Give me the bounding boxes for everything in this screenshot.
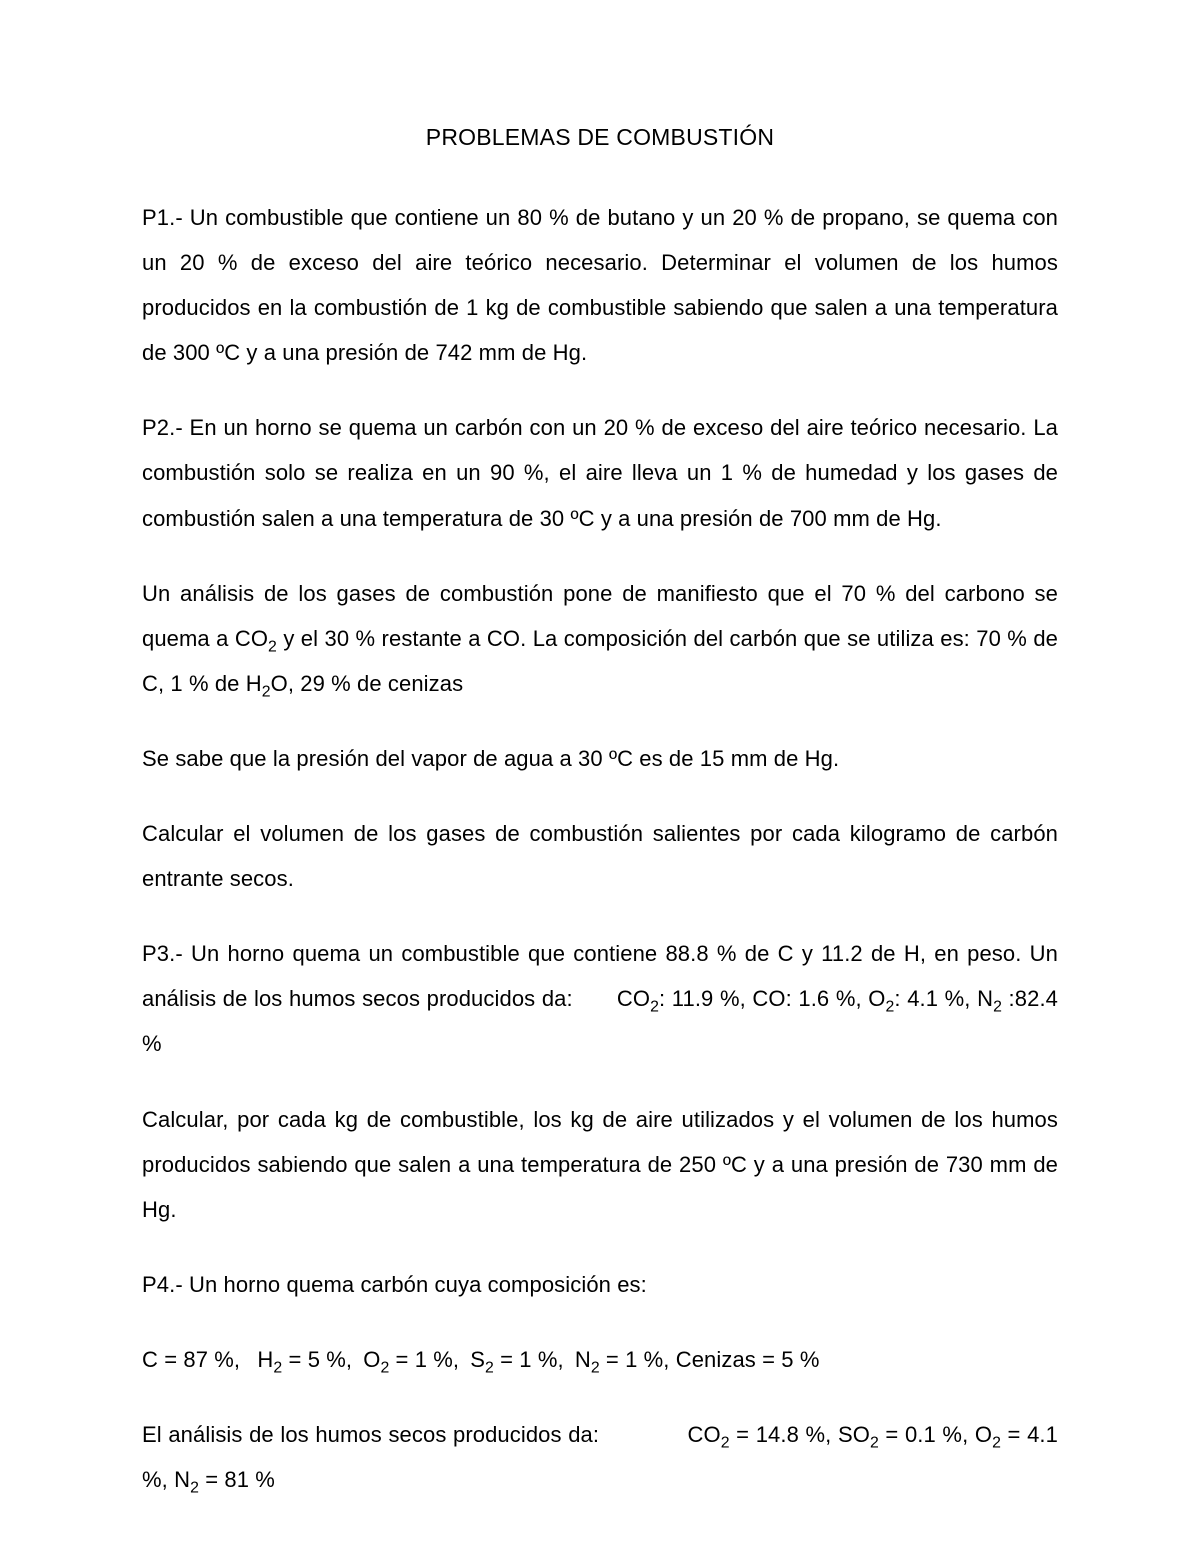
text-run: = 81 % — [199, 1467, 275, 1492]
problem-4-part-b: C = 87 %, H2 = 5 %, O2 = 1 %, S2 = 1 %, … — [142, 1337, 1058, 1382]
problem-2-part-b: Un análisis de los gases de combustión p… — [142, 571, 1058, 706]
problem-3-part-b: Calcular, por cada kg de combustible, lo… — [142, 1097, 1058, 1232]
text-run: = 0.1 %, O — [879, 1422, 992, 1447]
problem-1: P1.- Un combustible que contiene un 80 %… — [142, 195, 1058, 375]
subscript: 2 — [721, 1434, 730, 1451]
subscript: 2 — [485, 1359, 494, 1376]
subscript: 2 — [273, 1359, 282, 1376]
subscript: 2 — [380, 1359, 389, 1376]
text-run: = 1 %, Cenizas = 5 % — [600, 1347, 820, 1372]
subscript: 2 — [268, 638, 277, 655]
text-run: = 5 %, O — [282, 1347, 380, 1372]
text-run: = 1 %, S — [389, 1347, 485, 1372]
problem-4-part-c: El análisis de los humos secos producido… — [142, 1412, 1058, 1502]
subscript: 2 — [992, 1434, 1001, 1451]
document-page: PROBLEMAS DE COMBUSTIÓN P1.- Un combusti… — [0, 0, 1200, 1553]
problem-2-part-d: Calcular el volumen de los gases de comb… — [142, 811, 1058, 901]
text-run: C = 87 %, H — [142, 1347, 273, 1372]
text-run: : 4.1 %, N — [894, 986, 993, 1011]
subscript: 2 — [870, 1434, 879, 1451]
problem-4-part-a: P4.- Un horno quema carbón cuya composic… — [142, 1262, 1058, 1307]
problem-2-part-a: P2.- En un horno se quema un carbón con … — [142, 405, 1058, 540]
text-run: : 11.9 %, CO: 1.6 %, O — [659, 986, 885, 1011]
problem-2-part-c: Se sabe que la presión del vapor de agua… — [142, 736, 1058, 781]
text-run: = 14.8 %, SO — [730, 1422, 870, 1447]
subscript: 2 — [993, 999, 1002, 1016]
page-title: PROBLEMAS DE COMBUSTIÓN — [142, 124, 1058, 151]
subscript: 2 — [190, 1479, 199, 1496]
subscript: 2 — [591, 1359, 600, 1376]
text-run: O, 29 % de cenizas — [271, 671, 464, 696]
text-run: El análisis de los humos secos producido… — [142, 1422, 721, 1447]
subscript: 2 — [262, 683, 271, 700]
subscript: 2 — [650, 999, 659, 1016]
text-run: = 1 %, N — [494, 1347, 591, 1372]
problem-3-part-a: P3.- Un horno quema un combustible que c… — [142, 931, 1058, 1066]
